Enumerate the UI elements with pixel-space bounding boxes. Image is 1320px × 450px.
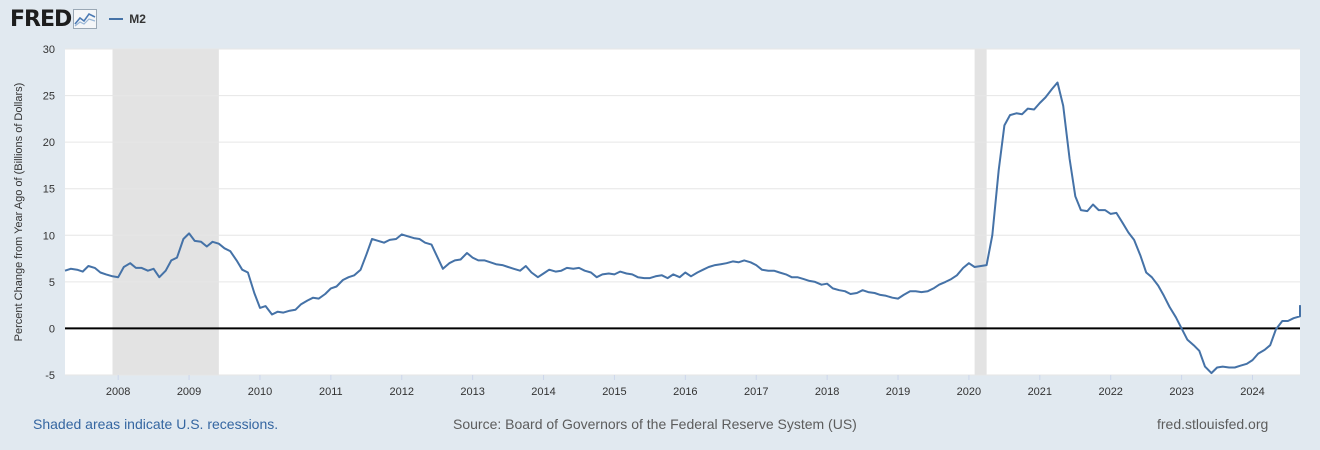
site-url[interactable]: fred.stlouisfed.org bbox=[1157, 416, 1269, 432]
x-tick-label: 2014 bbox=[531, 386, 555, 398]
series-line-m2 bbox=[64, 81, 1301, 375]
x-tick-label: 2017 bbox=[744, 386, 768, 398]
x-tick-label: 2022 bbox=[1098, 386, 1122, 398]
chart-header: FRED M2 bbox=[10, 6, 146, 32]
y-tick-label: 30 bbox=[43, 44, 55, 56]
recession-band-2 bbox=[974, 49, 987, 375]
y-tick-labels: -5 0 5 10 15 20 25 30 bbox=[43, 44, 55, 382]
y-tick-label: 5 bbox=[49, 277, 55, 289]
legend-label: M2 bbox=[129, 12, 146, 26]
x-tick-label: 2019 bbox=[886, 386, 910, 398]
plot-area-background bbox=[65, 49, 1300, 375]
recessions-note-link[interactable]: Shaded areas indicate U.S. recessions. bbox=[33, 416, 279, 432]
chart-legend[interactable]: M2 bbox=[109, 12, 146, 26]
x-tick-label: 2011 bbox=[319, 386, 343, 398]
x-tick-label: 2008 bbox=[106, 386, 130, 398]
y-tick-label: 25 bbox=[43, 91, 55, 103]
x-tick-label: 2018 bbox=[815, 386, 839, 398]
x-tick-label: 2024 bbox=[1240, 386, 1264, 398]
x-tick-label: 2015 bbox=[602, 386, 626, 398]
x-tick-label: 2016 bbox=[673, 386, 697, 398]
y-tick-label: -5 bbox=[45, 370, 55, 382]
x-tick-label: 2013 bbox=[460, 386, 484, 398]
y-tick-label: 20 bbox=[43, 137, 55, 149]
fred-logo[interactable]: FRED bbox=[10, 6, 72, 32]
x-tick-labels: 2008 2009 2010 2011 2012 2013 2014 2015 2016 2017… bbox=[106, 375, 1265, 398]
x-tick-label: 2021 bbox=[1028, 386, 1052, 398]
legend-swatch bbox=[109, 18, 124, 20]
x-tick-label: 2020 bbox=[957, 386, 981, 398]
x-tick-label: 2009 bbox=[177, 386, 201, 398]
x-tick-label: 2023 bbox=[1169, 386, 1193, 398]
source-note: Source: Board of Governors of the Federa… bbox=[453, 416, 857, 432]
recession-band-1 bbox=[112, 49, 219, 375]
x-tick-label: 2010 bbox=[248, 386, 272, 398]
y-axis-title: Percent Change from Year Ago of (Billion… bbox=[13, 83, 25, 342]
y-tick-label: 0 bbox=[49, 323, 55, 335]
y-tick-label: 10 bbox=[43, 230, 55, 242]
grid-lines bbox=[65, 48, 1300, 376]
chart-logo-icon bbox=[73, 9, 98, 29]
recession-shading bbox=[112, 49, 987, 375]
y-tick-label: 15 bbox=[43, 184, 55, 196]
x-tick-label: 2012 bbox=[390, 386, 414, 398]
